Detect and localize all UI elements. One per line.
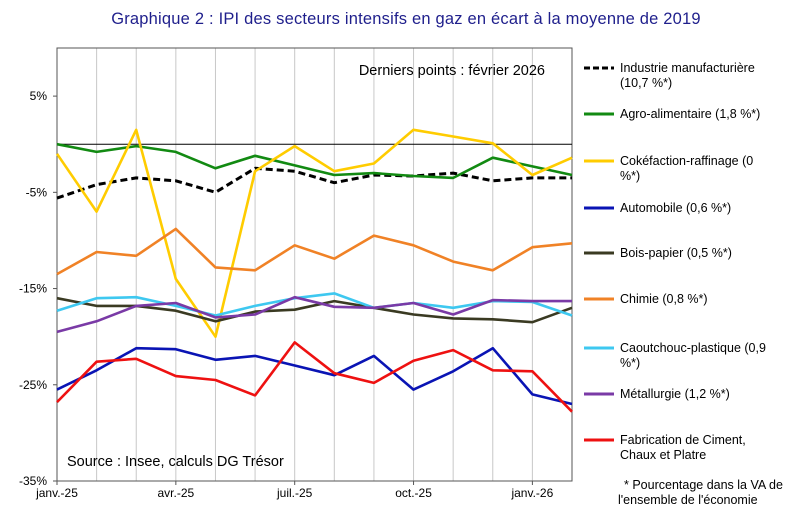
axis-layer: 5% -5% -15% -25% -35%janv.-25 avr.-25 juil.-25… (19, 89, 554, 500)
series-line-1 (56, 142, 573, 180)
x-tick-label: juil.-25 (276, 486, 313, 500)
legend-label-2: Cokéfaction-raffinage (0 %*) (620, 154, 753, 183)
y-tick-label: -15% (19, 282, 47, 296)
series-line-0 (56, 166, 572, 200)
last-points-annotation: Derniers points : février 2026 (359, 63, 545, 79)
legend-label-6: Caoutchouc-plastique (0,9 %*) (620, 341, 766, 370)
legend-label-4: Bois-papier (0,5 %*) (620, 246, 732, 260)
series-line-2 (55, 128, 573, 339)
y-tick-label: -35% (19, 474, 47, 488)
legend-label-5: Chimie (0,8 %*) (620, 292, 708, 306)
x-tick-label: oct.-25 (395, 486, 432, 500)
y-tick-label: 5% (30, 89, 48, 103)
chart-title: Graphique 2 : IPI des secteurs intensifs… (111, 10, 701, 28)
source-annotation: Source : Insee, calculs DG Trésor (67, 454, 284, 470)
footnote-text: * Pourcentage dans la VA de l'ensemble de… (618, 478, 783, 507)
series-line-8 (56, 341, 573, 413)
legend-label-1: Agro-alimentaire (1,8 %*) (620, 107, 760, 121)
y-tick-label: -25% (19, 378, 47, 392)
plot-frame (56, 47, 573, 482)
series-line-7 (56, 295, 572, 334)
footnote: * Pourcentage dans la VA de l'ensemble de… (618, 478, 783, 507)
x-tick-label: janv.-26 (510, 486, 553, 500)
grid-layer (56, 47, 573, 482)
series-layer (55, 128, 573, 413)
series-line-3 (56, 346, 573, 406)
series-line-5 (56, 227, 573, 276)
legend-label-8: Fabrication de Ciment, Chaux et Platre (620, 433, 746, 462)
x-tick-label: janv.-25 (35, 486, 78, 500)
legend-label-7: Métallurgie (1,2 %*) (620, 387, 730, 401)
legend-label-0: Industrie manufacturière (10,7 %*) (620, 61, 755, 90)
legend: Industrie manufacturière (10,7 %*) Agro-al… (584, 61, 766, 462)
x-tick-label: avr.-25 (158, 486, 195, 500)
y-tick-label: -5% (26, 185, 48, 199)
legend-label-3: Automobile (0,6 %*) (620, 201, 731, 215)
